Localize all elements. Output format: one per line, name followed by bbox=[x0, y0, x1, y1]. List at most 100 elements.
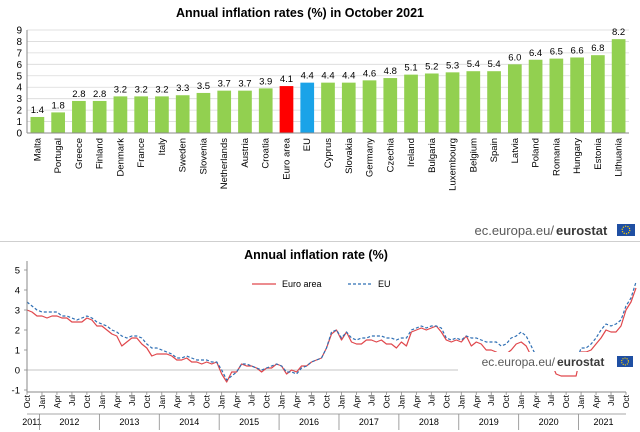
line-chart-x-axis: Oct Jan Apr Jul Oct Jan Apr Jul Oct Jan Apr Jul Oct J… bbox=[22, 391, 631, 415]
bar-y-tick-label: 5 bbox=[16, 71, 22, 82]
bar-hungary bbox=[570, 57, 584, 133]
bar-category-label: Malta bbox=[32, 137, 43, 161]
bar-category-label: Austria bbox=[240, 137, 251, 167]
line-y-tick-label: 1 bbox=[15, 346, 20, 357]
bar-value-label: 4.4 bbox=[301, 71, 314, 82]
line-y-tick-label: 3 bbox=[15, 306, 20, 317]
bar-croatia bbox=[258, 88, 273, 133]
series-line-eu bbox=[26, 281, 637, 381]
line-x-tick-label: Apr bbox=[52, 395, 62, 408]
bar-category-label: Netherlands bbox=[219, 138, 230, 189]
eu-flag-icon bbox=[617, 224, 635, 236]
line-x-tick-label: Oct bbox=[381, 394, 391, 408]
bar-category-label: Estonia bbox=[593, 137, 604, 169]
bar-value-label: 4.4 bbox=[342, 71, 355, 82]
line-x-tick-label: Jan bbox=[576, 395, 586, 409]
line-x-tick-label: Jan bbox=[277, 395, 287, 409]
bar-category-label: Italy bbox=[157, 138, 168, 156]
bar-chart: Annual inflation rates (%) in October 20… bbox=[16, 6, 635, 238]
bar-bulgaria bbox=[424, 73, 439, 133]
bar-value-label: 5.4 bbox=[487, 59, 500, 70]
bar-category-label: Slovakia bbox=[344, 137, 355, 174]
line-year-label: 2021 bbox=[594, 417, 614, 427]
bar-value-label: 4.4 bbox=[321, 71, 334, 82]
line-x-tick-label: Jul bbox=[426, 395, 436, 406]
bar-y-tick-label: 2 bbox=[16, 106, 22, 117]
line-x-tick-label: Oct bbox=[501, 394, 511, 408]
line-x-tick-label: Apr bbox=[411, 395, 421, 408]
bar-euro-area bbox=[279, 86, 294, 133]
line-chart-y-axis: -1 0 1 2 3 4 5 bbox=[12, 266, 27, 397]
line-year-label: 2013 bbox=[119, 417, 139, 427]
line-x-tick-label: Apr bbox=[232, 395, 242, 408]
bar-portugal bbox=[51, 112, 65, 133]
bar-category-label: Ireland bbox=[406, 138, 417, 167]
bar-greece bbox=[72, 100, 86, 133]
line-x-tick-label: Jul bbox=[486, 395, 496, 406]
bar-category-label: Lithuania bbox=[614, 137, 625, 176]
bar-category-label: Germany bbox=[365, 138, 376, 177]
bar-value-label: 3.3 bbox=[176, 83, 189, 94]
line-x-tick-label: Oct bbox=[262, 394, 272, 408]
bar-finland bbox=[92, 100, 107, 133]
annual-inflation-bar-chart-panel: Annual inflation rates (%) in October 20… bbox=[16, 6, 635, 238]
credit-backdrop bbox=[458, 352, 636, 371]
bar-value-label: 8.2 bbox=[612, 27, 625, 38]
line-x-tick-label: Jan bbox=[217, 395, 227, 409]
line-x-tick-label: Oct bbox=[202, 394, 212, 408]
bar-category-label: EU bbox=[302, 138, 313, 151]
bar-y-tick-label: 4 bbox=[16, 83, 22, 94]
bar-category-label: Poland bbox=[531, 138, 542, 168]
bar-category-label: Croatia bbox=[261, 137, 272, 168]
eu-flag-icon bbox=[617, 356, 633, 367]
line-x-tick-label: Jul bbox=[366, 395, 376, 406]
credit-url-prefix: ec.europa.eu/ bbox=[474, 223, 554, 238]
bar-latvia bbox=[507, 64, 522, 133]
bar-category-label: Greece bbox=[74, 138, 85, 169]
bar-sweden bbox=[175, 95, 190, 133]
bar-value-label: 6.5 bbox=[550, 47, 563, 58]
bar-slovenia bbox=[196, 92, 211, 133]
bar-value-label: 6.6 bbox=[570, 45, 583, 56]
bar-value-label: 5.4 bbox=[467, 59, 480, 70]
bar-belgium bbox=[466, 71, 481, 133]
bar-value-label: 3.2 bbox=[135, 84, 148, 95]
line-x-tick-label: Apr bbox=[531, 395, 541, 408]
line-x-tick-label: Jan bbox=[97, 395, 107, 409]
bar-y-tick-label: 1 bbox=[16, 117, 22, 128]
line-chart-legend: Euro area EU bbox=[252, 279, 391, 289]
line-year-label: 2014 bbox=[179, 417, 199, 427]
line-y-tick-label: 5 bbox=[15, 266, 20, 277]
line-x-tick-label: Jan bbox=[516, 395, 526, 409]
line-year-label: 2019 bbox=[479, 417, 499, 427]
bar-value-label: 1.4 bbox=[31, 105, 44, 116]
line-x-tick-label: Jan bbox=[157, 395, 167, 409]
line-x-tick-label: Jul bbox=[67, 395, 77, 406]
line-x-tick-label: Apr bbox=[471, 395, 481, 408]
line-year-label: 2011 bbox=[22, 417, 41, 427]
line-x-tick-label: Oct bbox=[142, 394, 152, 408]
bar-netherlands bbox=[217, 90, 232, 133]
line-x-tick-label: Jul bbox=[606, 395, 616, 406]
line-x-tick-label: Apr bbox=[112, 395, 122, 408]
line-x-tick-label: Apr bbox=[172, 395, 182, 408]
annual-inflation-line-chart-panel: Annual inflation rate (%) -1 0 1 2 3 4 5 Euro … bbox=[0, 241, 640, 432]
bar-denmark bbox=[113, 96, 128, 133]
bar-germany bbox=[362, 80, 377, 133]
line-x-tick-label: Jul bbox=[247, 395, 257, 406]
line-chart-title: Annual inflation rate (%) bbox=[244, 248, 388, 262]
credit-url-prefix-bottom: ec.europa.eu/ bbox=[482, 355, 556, 369]
bar-value-label: 5.1 bbox=[404, 63, 417, 74]
credit-eurostat-name-bottom: eurostat bbox=[557, 355, 604, 369]
bar-czechia bbox=[383, 78, 398, 133]
bar-value-label: 6.8 bbox=[591, 43, 604, 54]
bar-category-label: Spain bbox=[489, 138, 500, 162]
bar-romania bbox=[549, 58, 564, 133]
line-x-tick-label: Oct bbox=[621, 394, 631, 408]
line-year-label: 2015 bbox=[239, 417, 259, 427]
line-year-label: 2016 bbox=[299, 417, 319, 427]
bar-malta bbox=[30, 116, 45, 133]
bar-cyprus bbox=[321, 82, 335, 133]
bar-category-label: Cyprus bbox=[323, 138, 334, 168]
